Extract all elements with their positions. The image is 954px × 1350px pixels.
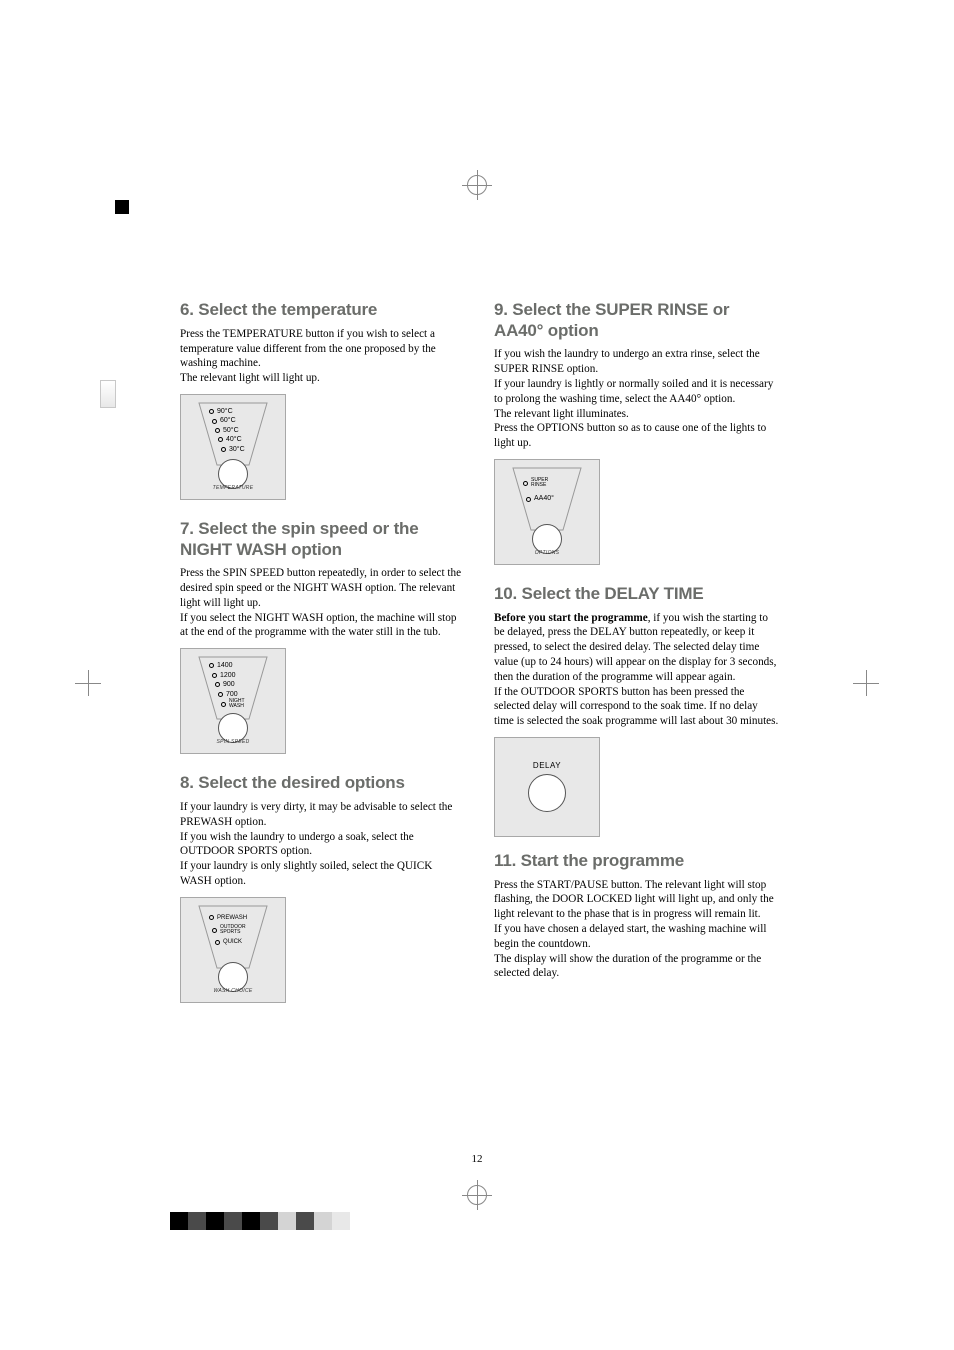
arc-label: TEMPERATURE <box>213 485 254 491</box>
page-number: 12 <box>472 1153 483 1165</box>
tab-mark <box>100 380 116 408</box>
heading-7: 7. Select the spin speed or the NIGHT WA… <box>180 519 466 560</box>
body-11: Press the START/PAUSE button. The releva… <box>494 878 780 981</box>
registration-cross-left <box>75 670 101 696</box>
led-label: 40°C <box>226 435 242 444</box>
color-bar <box>170 1212 350 1230</box>
led-label: OUTDOORSPORTS <box>220 925 246 936</box>
panel-spin-speed: 1400 1200 900 700 NIGHTWASH SPIN SPEED <box>180 648 286 754</box>
heading-10: 10. Select the DELAY TIME <box>494 584 780 605</box>
right-column: 9. Select the SUPER RINSE or AA40° optio… <box>494 300 780 1022</box>
led-label: AA40° <box>534 494 554 503</box>
body-6: Press the TEMPERATURE button if you wish… <box>180 327 466 386</box>
led-label: 90°C <box>217 407 233 416</box>
registration-mark-top <box>467 175 487 195</box>
body-9: If you wish the laundry to undergo an ex… <box>494 347 780 450</box>
heading-8: 8. Select the desired options <box>180 773 466 794</box>
led-label: 30°C <box>229 445 245 454</box>
registration-mark-bottom <box>467 1185 487 1205</box>
panel-temperature: 90°C 60°C 50°C 40°C 30°C TEMPERATURE <box>180 394 286 500</box>
led-list-wash: PREWASH OUTDOORSPORTS QUICK <box>209 914 247 947</box>
body-10-bold: Before you start the programme <box>494 612 648 624</box>
heading-9: 9. Select the SUPER RINSE or AA40° optio… <box>494 300 780 341</box>
heading-11: 11. Start the programme <box>494 851 780 872</box>
led-list-spin: 1400 1200 900 700 NIGHTWASH <box>209 661 245 709</box>
led-list-temperature: 90°C 60°C 50°C 40°C 30°C <box>209 407 245 454</box>
panel-wash-choice: PREWASH OUTDOORSPORTS QUICK WASH CHOICE <box>180 897 286 1003</box>
body-10: Before you start the programme, if you w… <box>494 611 780 729</box>
led-label: 50°C <box>223 426 239 435</box>
crop-mark <box>115 200 129 214</box>
led-label: PREWASH <box>217 914 247 922</box>
delay-label: DELAY <box>528 761 566 770</box>
arc-label: WASH CHOICE <box>213 988 252 994</box>
arc-label: OPTIONS <box>535 550 560 556</box>
led-list-options: SUPERRINSE AA40° <box>523 478 554 504</box>
led-label: 900 <box>223 680 235 689</box>
body-8: If your laundry is very dirty, it may be… <box>180 800 466 889</box>
body-10-rest: , if you wish the starting to be delayed… <box>494 612 778 727</box>
led-label: 60°C <box>220 416 236 425</box>
led-label: QUICK <box>223 938 242 946</box>
page-content: 6. Select the temperature Press the TEMP… <box>180 300 780 1022</box>
panel-delay: DELAY <box>494 737 600 837</box>
heading-6: 6. Select the temperature <box>180 300 466 321</box>
led-label: 1200 <box>220 671 236 680</box>
arc-label: SPIN SPEED <box>216 739 249 745</box>
knob-icon <box>528 774 566 812</box>
led-label: SUPERRINSE <box>531 478 548 489</box>
led-label: 1400 <box>217 661 233 670</box>
led-label: NIGHTWASH <box>229 699 245 710</box>
left-column: 6. Select the temperature Press the TEMP… <box>180 300 466 1022</box>
registration-cross-right <box>853 670 879 696</box>
body-7: Press the SPIN SPEED button repeatedly, … <box>180 566 466 640</box>
panel-options: SUPERRINSE AA40° OPTIONS <box>494 459 600 565</box>
